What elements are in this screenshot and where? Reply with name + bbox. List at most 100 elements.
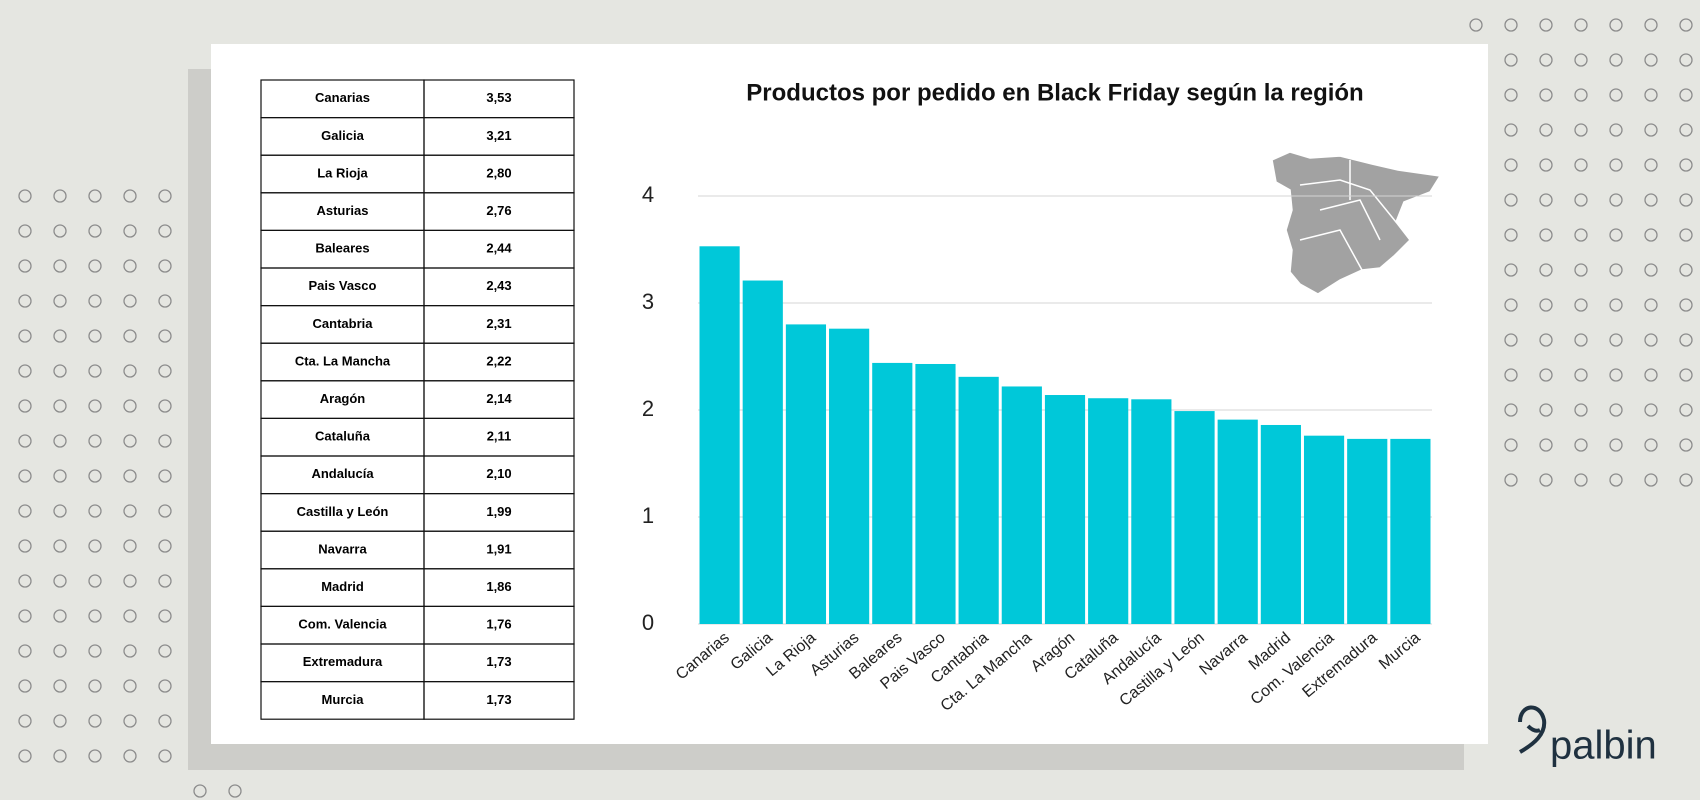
dot [88,259,102,273]
dot [123,259,137,273]
spain-map [1271,151,1442,295]
dot [1504,158,1518,172]
dot [1679,193,1693,207]
dot [18,259,32,273]
dot [88,294,102,308]
dot [1539,228,1553,242]
dot [1574,333,1588,347]
bar [1174,411,1215,624]
dot [88,644,102,658]
region-value: 2,22 [486,353,511,368]
region-name: La Rioja [317,165,368,180]
region-value: 2,31 [486,316,511,331]
dot [88,469,102,483]
dot [1539,18,1553,32]
dot [1574,368,1588,382]
dot [1609,228,1623,242]
dot [1469,18,1483,32]
dot [1609,473,1623,487]
region-value: 2,44 [486,241,512,256]
region-name: Aragón [320,391,366,406]
dot [123,224,137,238]
dot [1609,263,1623,277]
dot [1504,438,1518,452]
dot [1609,88,1623,102]
region-name: Galicia [321,128,364,143]
dot [1504,333,1518,347]
region-name: Cta. La Mancha [295,353,391,368]
region-value: 2,11 [487,429,512,444]
dot [158,714,172,728]
dot [1539,158,1553,172]
dot [1574,263,1588,277]
dot [123,749,137,763]
dot [18,399,32,413]
dot [123,329,137,343]
dot [123,434,137,448]
dot [1539,88,1553,102]
dot [1679,298,1693,312]
dot [123,399,137,413]
bar [1001,386,1042,624]
region-value: 1,73 [486,692,511,707]
bar [742,280,783,624]
region-name: Madrid [321,579,364,594]
bar [1303,435,1345,624]
dot [18,224,32,238]
region-value: 1,86 [486,579,511,594]
dot [1539,298,1553,312]
dot [123,294,137,308]
dot [123,504,137,518]
dot [158,644,172,658]
dot [1539,193,1553,207]
dot [1539,333,1553,347]
dot [158,259,172,273]
dot [18,749,32,763]
dot [1644,403,1658,417]
region-name: Cantabria [313,316,374,331]
dot [88,749,102,763]
dot [158,364,172,378]
dot [158,329,172,343]
dot [18,469,32,483]
dot [1504,473,1518,487]
map-borders [1299,160,1397,271]
bar [1131,399,1172,624]
y-tick-label: 3 [642,289,654,314]
dot [1644,193,1658,207]
dot [1644,123,1658,137]
dot [1644,473,1658,487]
region-name: Cataluña [315,429,371,444]
dot [1539,368,1553,382]
dot [53,714,67,728]
dot [18,364,32,378]
dot [1574,403,1588,417]
dot [1574,123,1588,137]
dot [123,574,137,588]
dot [1679,18,1693,32]
dot [1679,88,1693,102]
region-value: 1,91 [486,541,511,556]
dot [1644,368,1658,382]
dot [1679,333,1693,347]
bar [1088,398,1129,624]
chart-title: Productos por pedido en Black Friday seg… [746,79,1363,106]
dot [1609,193,1623,207]
region-name: Com. Valencia [298,617,387,632]
dot [158,434,172,448]
dot [88,224,102,238]
dot [1679,228,1693,242]
dot [1679,263,1693,277]
dot [1644,53,1658,67]
dot [53,434,67,448]
dot [123,364,137,378]
bar [1390,438,1431,624]
dot [1679,368,1693,382]
dot [1679,53,1693,67]
bar [915,363,956,624]
dot [53,609,67,623]
region-name: Asturias [316,203,368,218]
dot [88,364,102,378]
dot [1609,298,1623,312]
